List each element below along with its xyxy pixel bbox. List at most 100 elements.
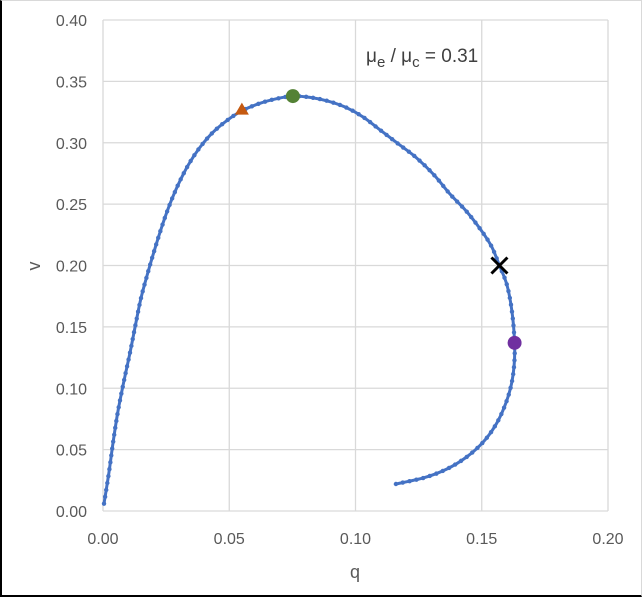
y-tick-label: 0.25 [56,197,87,214]
curve-point [454,199,460,204]
curve-point [501,405,507,410]
curve-point [204,136,210,141]
tick-labels: 0.00 0.05 0.10 0.15 0.20 0.25 0.30 0.35 0.40 0.00… [56,13,624,548]
peak-circle-marker [285,89,300,104]
curve-point [509,378,515,384]
curve-point [475,445,480,451]
y-tick-label: 0.00 [56,504,87,521]
curve-point [427,168,432,173]
curve-point [119,391,124,396]
curve-point [106,473,111,479]
curve-point [459,204,465,209]
curve-point [108,460,113,465]
curve-point [184,164,190,170]
y-tick-label: 0.05 [56,443,87,460]
curve-point [102,494,108,499]
curve-point [511,330,517,335]
x-tick-label: 0.00 [87,531,118,548]
curve-point [120,384,125,389]
curve-point [156,235,161,241]
curve-point [144,275,149,281]
curve-point [178,177,183,182]
curve-point [225,117,230,123]
triangle-marker [234,102,249,115]
curve-point [373,124,378,129]
curve-point [506,288,511,294]
curve-point [114,418,119,424]
curve-point [401,145,406,150]
curve-point [452,462,458,467]
curve-point [414,477,419,482]
curve-point [450,194,455,199]
curve-point [504,282,509,287]
curve-point [164,209,170,214]
curve-point [113,425,118,431]
curve-point [107,467,112,472]
y-tick-label: 0.15 [56,320,87,337]
curve-point [133,323,138,328]
mu-c-subscript: c [412,54,420,71]
turning-circle-marker [507,335,522,350]
y-tick-label: 0.30 [56,136,87,153]
curve-point [158,228,163,234]
x-axis-title: q [350,562,360,582]
curve-point [512,358,517,363]
curve-point [149,255,155,261]
curve-point [127,350,133,355]
curve-point [134,316,139,321]
curve-point [147,262,153,267]
x-tick-label: 0.20 [592,531,623,548]
curve-point [445,189,450,194]
x-cross-marker [490,256,509,275]
y-tick-label: 0.40 [56,13,87,30]
curve-point [337,102,343,108]
curve-point [367,119,373,125]
curve-point [123,370,128,376]
curve-point [441,183,446,189]
curve-point [350,108,355,113]
curve-point [477,225,482,231]
curve-point [116,405,121,410]
y-tick-label: 0.20 [56,259,87,276]
curve-point [140,289,145,294]
curve-point [393,481,399,487]
curve-point [512,351,517,356]
curve-point [470,450,475,455]
curve-point [317,96,323,102]
curve-point [389,136,395,142]
curve-point [434,471,439,476]
curve-point [436,178,442,183]
x-tick-label: 0.10 [340,531,371,548]
curve-point [162,215,167,221]
mu-e-subscript: e [377,54,385,71]
curve-point [509,309,515,314]
curve-point [510,316,516,321]
gridlines [102,19,609,512]
curve-point [117,398,123,403]
curve-point [485,237,490,242]
curve-point [146,268,151,274]
curve-point [440,468,445,474]
curve-point [384,132,389,138]
curve-point [129,343,134,349]
curve-point [427,473,432,479]
curve-point [249,104,255,109]
curve-point [395,141,400,146]
curve-point [256,101,261,107]
ratio-value: = 0.31 [420,46,479,67]
curve-point [400,480,405,485]
curve-point [506,392,511,397]
mu-c-symbol: μ [401,46,412,67]
curve-point [200,141,205,147]
special-markers [234,89,522,350]
trajectory-curve [102,94,517,506]
mu-e-symbol: μ [366,46,377,67]
curve-point [219,121,225,127]
curve-point [378,128,384,133]
curve-point [458,458,464,464]
curve-point [499,411,504,417]
curve-point [407,479,412,484]
curve-point [262,99,268,104]
curve-point [494,256,499,261]
